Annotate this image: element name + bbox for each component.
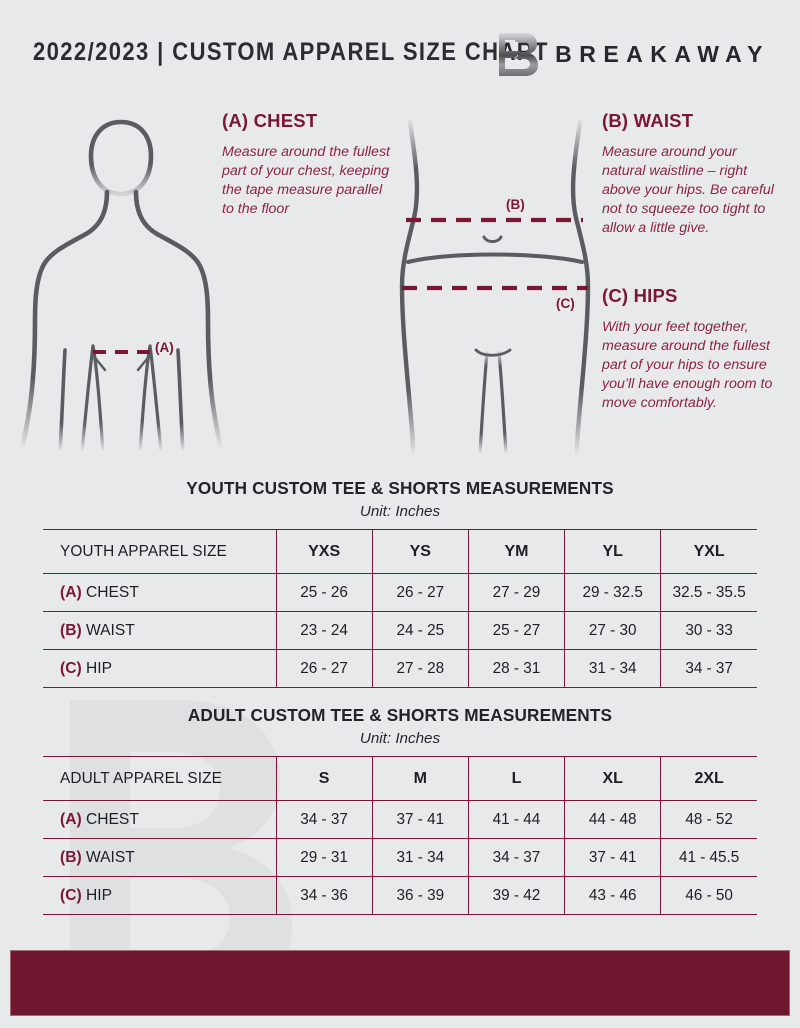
youth-chest-ym: 27 - 29 <box>468 573 566 612</box>
row-label-text: WAIST <box>86 848 135 866</box>
adult-apparel-size-header: ADULT APPAREL SIZE <box>43 756 277 801</box>
adult-chest-xl: 44 - 48 <box>564 800 662 839</box>
youth-hip-ys: 27 - 28 <box>372 649 469 688</box>
table-row: (B) WAIST 29 - 31 31 - 34 34 - 37 37 - 4… <box>43 838 757 877</box>
adult-chest-m: 37 - 41 <box>372 800 469 839</box>
youth-chest-ys: 26 - 27 <box>372 573 469 612</box>
youth-waist-ys: 24 - 25 <box>372 611 469 650</box>
table-header-row: YOUTH APPAREL SIZE YXS YS YM YL YXL <box>43 529 757 574</box>
adult-col-4: 2XL <box>660 756 757 801</box>
youth-chest-yl: 29 - 32.5 <box>564 573 662 612</box>
brand-logo: BREAKAWAY <box>495 30 770 78</box>
youth-chest-yxs: 25 - 26 <box>276 573 373 612</box>
measure-tag-b: (B) <box>60 621 82 639</box>
adult-chest-s: 34 - 37 <box>276 800 373 839</box>
adult-hip-m: 36 - 39 <box>372 876 469 915</box>
instruction-waist: (B) WAIST Measure around your natural wa… <box>602 110 777 237</box>
youth-row-label-hip: (C) HIP <box>43 649 277 688</box>
footer-bar <box>10 950 790 1016</box>
adult-table-title: ADULT CUSTOM TEE & SHORTS MEASUREMENTS <box>187 705 613 725</box>
youth-measurements-section: YOUTH CUSTOM TEE & SHORTS MEASUREMENTS U… <box>43 478 757 688</box>
upper-body-torso-figure <box>19 119 224 454</box>
youth-hip-yxs: 26 - 27 <box>276 649 373 688</box>
youth-hip-yl: 31 - 34 <box>564 649 662 688</box>
table-row: (A) CHEST 25 - 26 26 - 27 27 - 29 29 - 3… <box>43 573 757 612</box>
youth-waist-yxs: 23 - 24 <box>276 611 373 650</box>
row-label-text: WAIST <box>86 621 135 639</box>
adult-waist-s: 29 - 31 <box>276 838 373 877</box>
adult-waist-m: 31 - 34 <box>372 838 469 877</box>
measure-tag-c: (C) <box>60 659 82 677</box>
youth-col-2: YM <box>468 529 566 574</box>
adult-waist-2xl: 41 - 45.5 <box>660 838 757 877</box>
youth-col-0: YXS <box>276 529 373 574</box>
table-row: (A) CHEST 34 - 37 37 - 41 41 - 44 44 - 4… <box>43 800 757 839</box>
row-label-text: HIP <box>86 886 112 904</box>
youth-col-1: YS <box>372 529 469 574</box>
measure-tag-a: (A) <box>60 810 82 828</box>
adult-table-unit: Unit: Inches <box>359 730 441 747</box>
adult-chest-l: 41 - 44 <box>468 800 566 839</box>
instruction-hips-body: With your feet together, measure around … <box>602 319 773 411</box>
youth-col-3: YL <box>564 529 662 574</box>
adult-hip-2xl: 46 - 50 <box>660 876 757 915</box>
measure-tag-c: (C) <box>60 886 82 904</box>
instruction-hips: (C) HIPS With your feet together, measur… <box>602 285 780 412</box>
brand-name: BREAKAWAY <box>555 40 770 67</box>
adult-hip-l: 39 - 42 <box>468 876 566 915</box>
instruction-waist-body: Measure around your natural waistline – … <box>602 144 774 236</box>
page-title: 2022/2023 | CUSTOM APPAREL SIZE CHART <box>33 38 549 66</box>
youth-size-table: YOUTH APPAREL SIZE YXS YS YM YL YXL (A) … <box>43 529 757 688</box>
youth-col-4: YXL <box>660 529 757 574</box>
youth-table-unit: Unit: Inches <box>359 503 441 520</box>
youth-hip-yxl: 34 - 37 <box>660 649 757 688</box>
adult-col-2: L <box>468 756 566 801</box>
adult-col-0: S <box>276 756 373 801</box>
adult-size-table: ADULT APPAREL SIZE S M L XL 2XL (A) CHES… <box>43 756 757 915</box>
youth-chest-yxl: 32.5 - 35.5 <box>660 573 757 612</box>
adult-hip-xl: 43 - 46 <box>564 876 662 915</box>
instruction-chest-heading: (A) CHEST <box>222 110 318 131</box>
row-label-text: CHEST <box>86 810 139 828</box>
table-header-row: ADULT APPAREL SIZE S M L XL 2XL <box>43 756 757 801</box>
waist-measure-label: (B) <box>506 197 525 212</box>
row-label-text: CHEST <box>86 583 139 601</box>
adult-waist-l: 34 - 37 <box>468 838 566 877</box>
adult-col-3: XL <box>564 756 662 801</box>
youth-hip-ym: 28 - 31 <box>468 649 566 688</box>
page-header: 2022/2023 | CUSTOM APPAREL SIZE CHART BR… <box>0 30 800 80</box>
table-row: (C) HIP 34 - 36 36 - 39 39 - 42 43 - 46 … <box>43 876 757 915</box>
youth-row-label-waist: (B) WAIST <box>43 611 277 650</box>
adult-col-1: M <box>372 756 469 801</box>
measure-tag-b: (B) <box>60 848 82 866</box>
adult-row-label-waist: (B) WAIST <box>43 838 277 877</box>
table-row: (C) HIP 26 - 27 27 - 28 28 - 31 31 - 34 … <box>43 649 757 688</box>
adult-row-label-hip: (C) HIP <box>43 876 277 915</box>
breakaway-b-logo-icon <box>499 33 539 76</box>
youth-row-label-chest: (A) CHEST <box>43 573 277 612</box>
adult-row-label-chest: (A) CHEST <box>43 800 277 839</box>
measure-tag-a: (A) <box>60 583 82 601</box>
instruction-waist-heading: (B) WAIST <box>602 110 694 131</box>
instruction-hips-heading: (C) HIPS <box>602 285 678 306</box>
lower-body-hips-figure <box>399 119 591 459</box>
adult-chest-2xl: 48 - 52 <box>660 800 757 839</box>
youth-apparel-size-header: YOUTH APPAREL SIZE <box>43 529 277 574</box>
row-label-text: HIP <box>86 659 112 677</box>
youth-waist-yl: 27 - 30 <box>564 611 662 650</box>
instruction-chest: (A) CHEST Measure around the fullest par… <box>222 110 397 219</box>
instruction-chest-body: Measure around the fullest part of your … <box>222 144 390 217</box>
table-row: (B) WAIST 23 - 24 24 - 25 25 - 27 27 - 3… <box>43 611 757 650</box>
adult-measurements-section: ADULT CUSTOM TEE & SHORTS MEASUREMENTS U… <box>43 705 757 915</box>
hip-measure-label: (C) <box>556 296 575 311</box>
youth-waist-yxl: 30 - 33 <box>660 611 757 650</box>
youth-table-title: YOUTH CUSTOM TEE & SHORTS MEASUREMENTS <box>186 478 614 498</box>
youth-waist-ym: 25 - 27 <box>468 611 566 650</box>
adult-hip-s: 34 - 36 <box>276 876 373 915</box>
chest-measure-label: (A) <box>155 340 174 355</box>
adult-waist-xl: 37 - 41 <box>564 838 662 877</box>
